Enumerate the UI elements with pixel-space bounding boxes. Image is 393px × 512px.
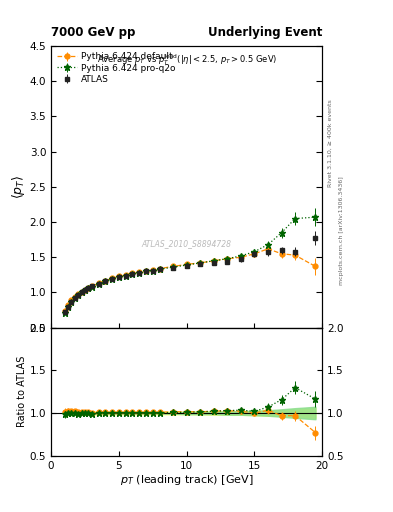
Text: 7000 GeV pp: 7000 GeV pp xyxy=(51,26,136,39)
Legend: Pythia 6.424 default, Pythia 6.424 pro-q2o, ATLAS: Pythia 6.424 default, Pythia 6.424 pro-q… xyxy=(55,51,177,86)
Text: mcplots.cern.ch [arXiv:1306.3436]: mcplots.cern.ch [arXiv:1306.3436] xyxy=(339,176,344,285)
Text: ATLAS_2010_S8894728: ATLAS_2010_S8894728 xyxy=(141,239,232,248)
Y-axis label: Ratio to ATLAS: Ratio to ATLAS xyxy=(17,356,27,428)
Y-axis label: $\langle p_T \rangle$: $\langle p_T \rangle$ xyxy=(10,175,27,199)
X-axis label: $p_T$ (leading track) [GeV]: $p_T$ (leading track) [GeV] xyxy=(120,473,253,487)
Text: Underlying Event: Underlying Event xyxy=(208,26,322,39)
Text: Rivet 3.1.10, ≥ 400k events: Rivet 3.1.10, ≥ 400k events xyxy=(328,99,333,187)
Text: Average $p_T$ vs $p_T^{\rm lead}$($|\eta| < 2.5$, $p_T > 0.5$ GeV): Average $p_T$ vs $p_T^{\rm lead}$($|\eta… xyxy=(97,52,277,67)
